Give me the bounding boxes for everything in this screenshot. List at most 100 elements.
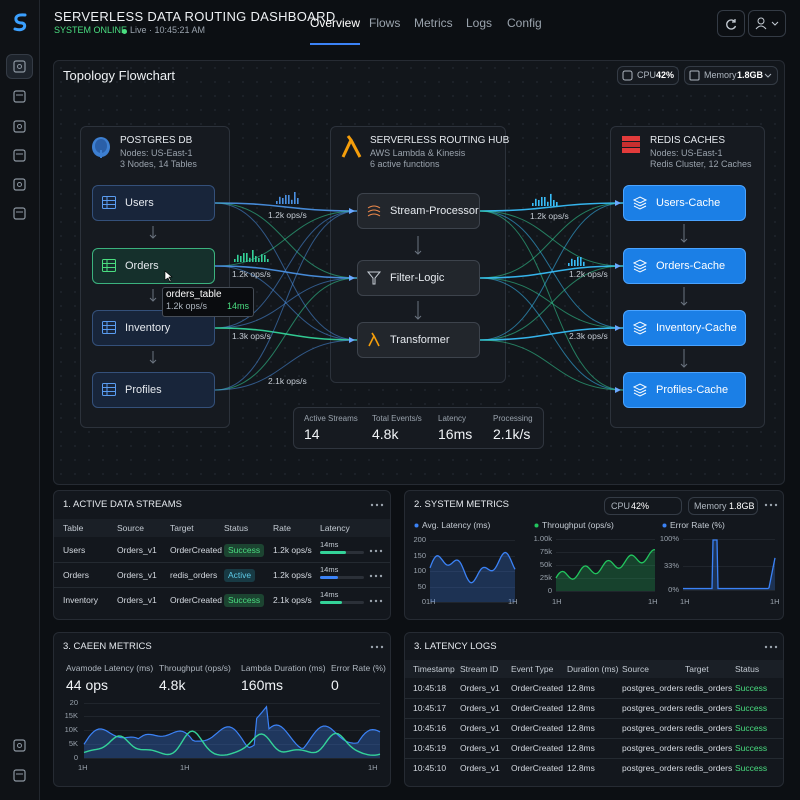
menu-dots[interactable] <box>369 574 383 578</box>
nav-tab[interactable]: Config <box>507 16 542 30</box>
table-cell: OrderCreated <box>170 595 222 605</box>
y-tick-label: 75k <box>539 547 552 556</box>
sidebar-icon[interactable] <box>13 769 26 782</box>
summary-box <box>293 407 544 449</box>
function-node[interactable] <box>357 322 480 358</box>
menu-dots[interactable] <box>764 503 778 507</box>
cache-node[interactable] <box>623 310 746 346</box>
sidebar-icon[interactable] <box>13 120 26 133</box>
user-button[interactable] <box>748 10 786 37</box>
legend-dot <box>534 523 539 528</box>
cache-node-icon <box>632 321 648 335</box>
status-text: Success <box>735 763 768 773</box>
cache-node[interactable] <box>623 248 746 284</box>
sidebar-icon[interactable] <box>13 90 26 103</box>
sidebar-icon[interactable] <box>13 178 26 191</box>
chip-icons <box>622 70 772 81</box>
sidebar-icon[interactable] <box>13 60 26 73</box>
grid-line <box>683 539 775 540</box>
system-memory-chip <box>688 497 758 515</box>
cursor <box>164 270 173 283</box>
source-title: POSTGRES DB <box>120 135 193 146</box>
column-header: Target <box>685 664 709 674</box>
legend-dot <box>662 523 667 528</box>
nav-home-active[interactable] <box>6 54 33 79</box>
chart-title: Error Rate (%) <box>670 520 725 530</box>
table-node[interactable] <box>92 248 215 284</box>
streams-title: 1. ACTIVE DATA STREAMS <box>63 499 182 510</box>
status-dot <box>122 29 127 34</box>
row-divider <box>405 718 783 719</box>
grid-line <box>430 540 515 541</box>
sidebar-icon[interactable] <box>13 207 26 220</box>
stat-value: 4.8k <box>159 677 186 693</box>
cpu-chip <box>617 66 679 85</box>
nav-tab[interactable]: Overview <box>310 17 361 45</box>
menu-dots[interactable] <box>370 645 384 649</box>
stat-label: Avamode Latency (ms) <box>66 663 154 673</box>
table-cell: redis_orders <box>170 570 218 580</box>
stat-label: Error Rate (%) <box>331 663 386 673</box>
function-node-icon <box>367 205 381 217</box>
status-text: Success <box>735 683 768 693</box>
table-cell: 10:45:16 <box>413 723 447 733</box>
column-header: Stream ID <box>460 664 499 674</box>
table-cell: 1.2k ops/s <box>273 545 312 555</box>
table-node[interactable] <box>92 372 215 408</box>
table-cell: postgres_orders <box>622 683 684 693</box>
logs-title: 3. LATENCY LOGS <box>414 641 497 652</box>
cache-node-label: Profiles-Cache <box>656 384 729 396</box>
function-node[interactable] <box>357 260 480 296</box>
nav-tab[interactable]: Metrics <box>414 16 453 30</box>
cache-node[interactable] <box>623 372 746 408</box>
table-node-icon <box>102 259 116 272</box>
nav-tab[interactable]: Logs <box>466 16 493 30</box>
system-cpu-label: CPU <box>611 501 631 511</box>
table-node[interactable] <box>92 185 215 221</box>
system-memory-label: Memory <box>694 501 727 511</box>
menu-dots[interactable] <box>370 503 384 507</box>
topology-title: Topology Flowchart <box>63 68 175 83</box>
y-tick-label: 20 <box>69 698 78 707</box>
menu-dots[interactable] <box>369 549 383 553</box>
column-header: Status <box>224 523 249 533</box>
table-cell: postgres_orders <box>622 723 684 733</box>
system-memory-value: 1.8GB <box>729 501 755 511</box>
table-header-row <box>405 660 783 678</box>
table-cell: 12.8ms <box>567 703 595 713</box>
table-cell: Orders_v1 <box>460 743 500 753</box>
sidebar-icon[interactable] <box>13 149 26 162</box>
live-time: Live · 10:45:21 AM <box>130 25 206 35</box>
x-tick-label: 1H <box>508 597 518 606</box>
target-detail: Nodes: US-East-1 <box>650 148 723 158</box>
flow-rate: 1.2k ops/s <box>232 269 271 279</box>
memory-chip <box>684 66 778 85</box>
flow-rate: 1.2k ops/s <box>530 211 569 221</box>
latency-fill <box>320 551 346 554</box>
x-tick-label: 1H <box>648 597 658 606</box>
menu-dots[interactable] <box>369 599 383 603</box>
cache-node-label: Inventory-Cache <box>656 322 737 334</box>
function-node-label: Filter-Logic <box>390 272 445 284</box>
y-tick-label: 100% <box>659 534 679 543</box>
grid-line <box>556 552 655 553</box>
stat-label: Lambda Duration (ms) <box>241 663 326 673</box>
chart-title: Avg. Latency (ms) <box>422 520 491 530</box>
flow-rate: 2.1k ops/s <box>268 376 307 386</box>
refresh-button[interactable] <box>717 10 745 37</box>
nav-tab[interactable]: Flows <box>369 16 401 30</box>
status: SYSTEM ONLINE <box>54 25 128 35</box>
menu-dots[interactable] <box>764 645 778 649</box>
caeen-title: 3. CAEEN METRICS <box>63 641 152 652</box>
flow-rate: 1.3k ops/s <box>232 331 271 341</box>
table-cell: Orders_v1 <box>460 763 500 773</box>
cpu-value: 42% <box>656 70 675 80</box>
y-tick-label: 10K <box>64 725 78 734</box>
cache-node[interactable] <box>623 185 746 221</box>
sidebar-icon[interactable] <box>13 739 26 752</box>
stat-value: 0 <box>331 677 339 693</box>
